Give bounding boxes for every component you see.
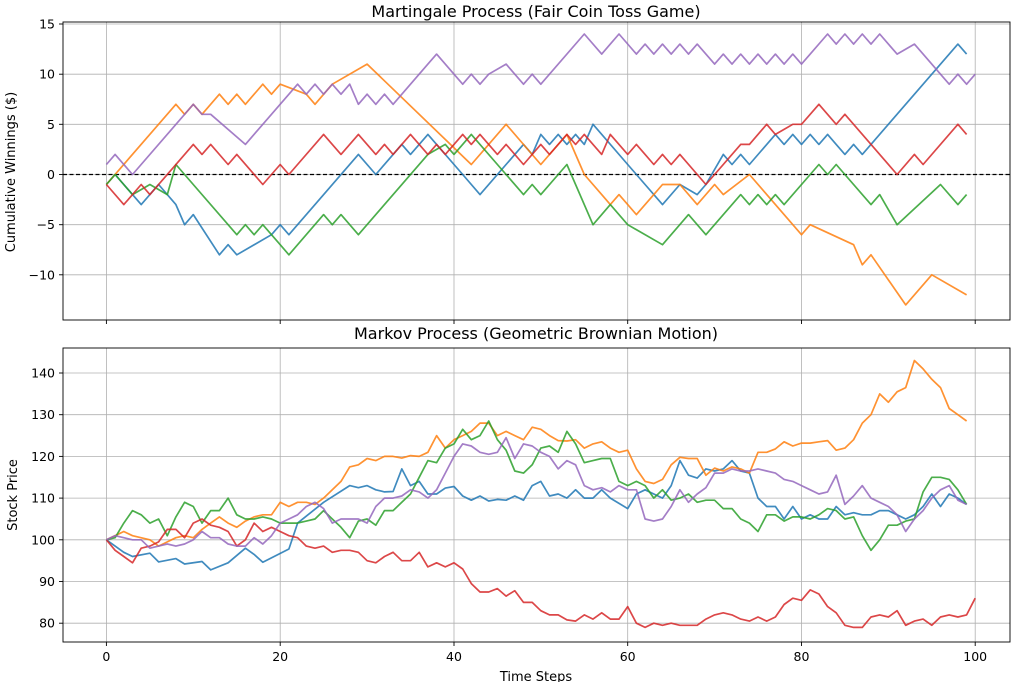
- x-tick-label: 100: [963, 649, 987, 664]
- tick-marks: [59, 23, 976, 324]
- series-line-5: [105, 33, 976, 176]
- x-tick-label: 20: [272, 649, 288, 664]
- y-tick-label: 140: [31, 366, 55, 381]
- series-group: [105, 359, 976, 629]
- y-tick-labels: −10 −5 0 5 10 15: [29, 17, 55, 283]
- x-tick-label: 40: [446, 649, 462, 664]
- series-line-2: [106, 359, 968, 547]
- chart-title: Markov Process (Geometric Brownian Motio…: [354, 324, 718, 343]
- series-line-3: [106, 420, 968, 552]
- y-tick-label: 0: [47, 167, 55, 182]
- markov-axes: 80 90 100 110 120 130 140 0 20 40 60 80 100 Markov …: [6, 324, 1011, 682]
- tick-marks: [59, 372, 976, 646]
- chart-title: Martingale Process (Fair Coin Toss Game): [371, 2, 700, 21]
- series-line-1: [105, 43, 968, 256]
- x-tick-label: 80: [794, 649, 810, 664]
- y-tick-label: 110: [31, 491, 55, 506]
- y-tick-label: −10: [29, 267, 55, 282]
- series-line-2: [105, 63, 968, 306]
- series-line-1: [105, 459, 968, 571]
- series-line-4: [105, 103, 968, 206]
- series-line-5: [106, 436, 967, 550]
- x-tick-label: 0: [102, 649, 110, 664]
- y-axis-label: Stock Price: [6, 459, 21, 531]
- y-tick-label: 90: [39, 574, 55, 589]
- axes-frame: [62, 21, 1011, 321]
- y-tick-label: −5: [37, 217, 55, 232]
- y-tick-label: 100: [31, 532, 55, 547]
- y-tick-labels: 80 90 100 110 120 130 140: [31, 366, 55, 631]
- y-tick-label: 130: [31, 407, 55, 422]
- series-line-4: [105, 518, 976, 629]
- series-line-3: [105, 133, 968, 256]
- y-tick-label: 10: [39, 67, 55, 82]
- y-tick-label: 15: [39, 17, 55, 32]
- y-tick-label: 5: [47, 117, 55, 132]
- y-tick-label: 120: [31, 449, 55, 464]
- series-group: [105, 33, 976, 306]
- x-axis-label: Time Steps: [499, 670, 573, 682]
- x-tick-label: 60: [620, 649, 636, 664]
- martingale-axes: −10 −5 0 5 10 15 Martingale Process (Fair Coi…: [4, 2, 1011, 324]
- y-tick-label: 80: [39, 616, 55, 631]
- grid-lines: [63, 22, 1010, 320]
- axes-frame: [62, 347, 1011, 643]
- y-axis-label: Cumulative Winnings ($): [4, 92, 19, 252]
- x-tick-labels: 0 20 40 60 80 100: [102, 649, 987, 664]
